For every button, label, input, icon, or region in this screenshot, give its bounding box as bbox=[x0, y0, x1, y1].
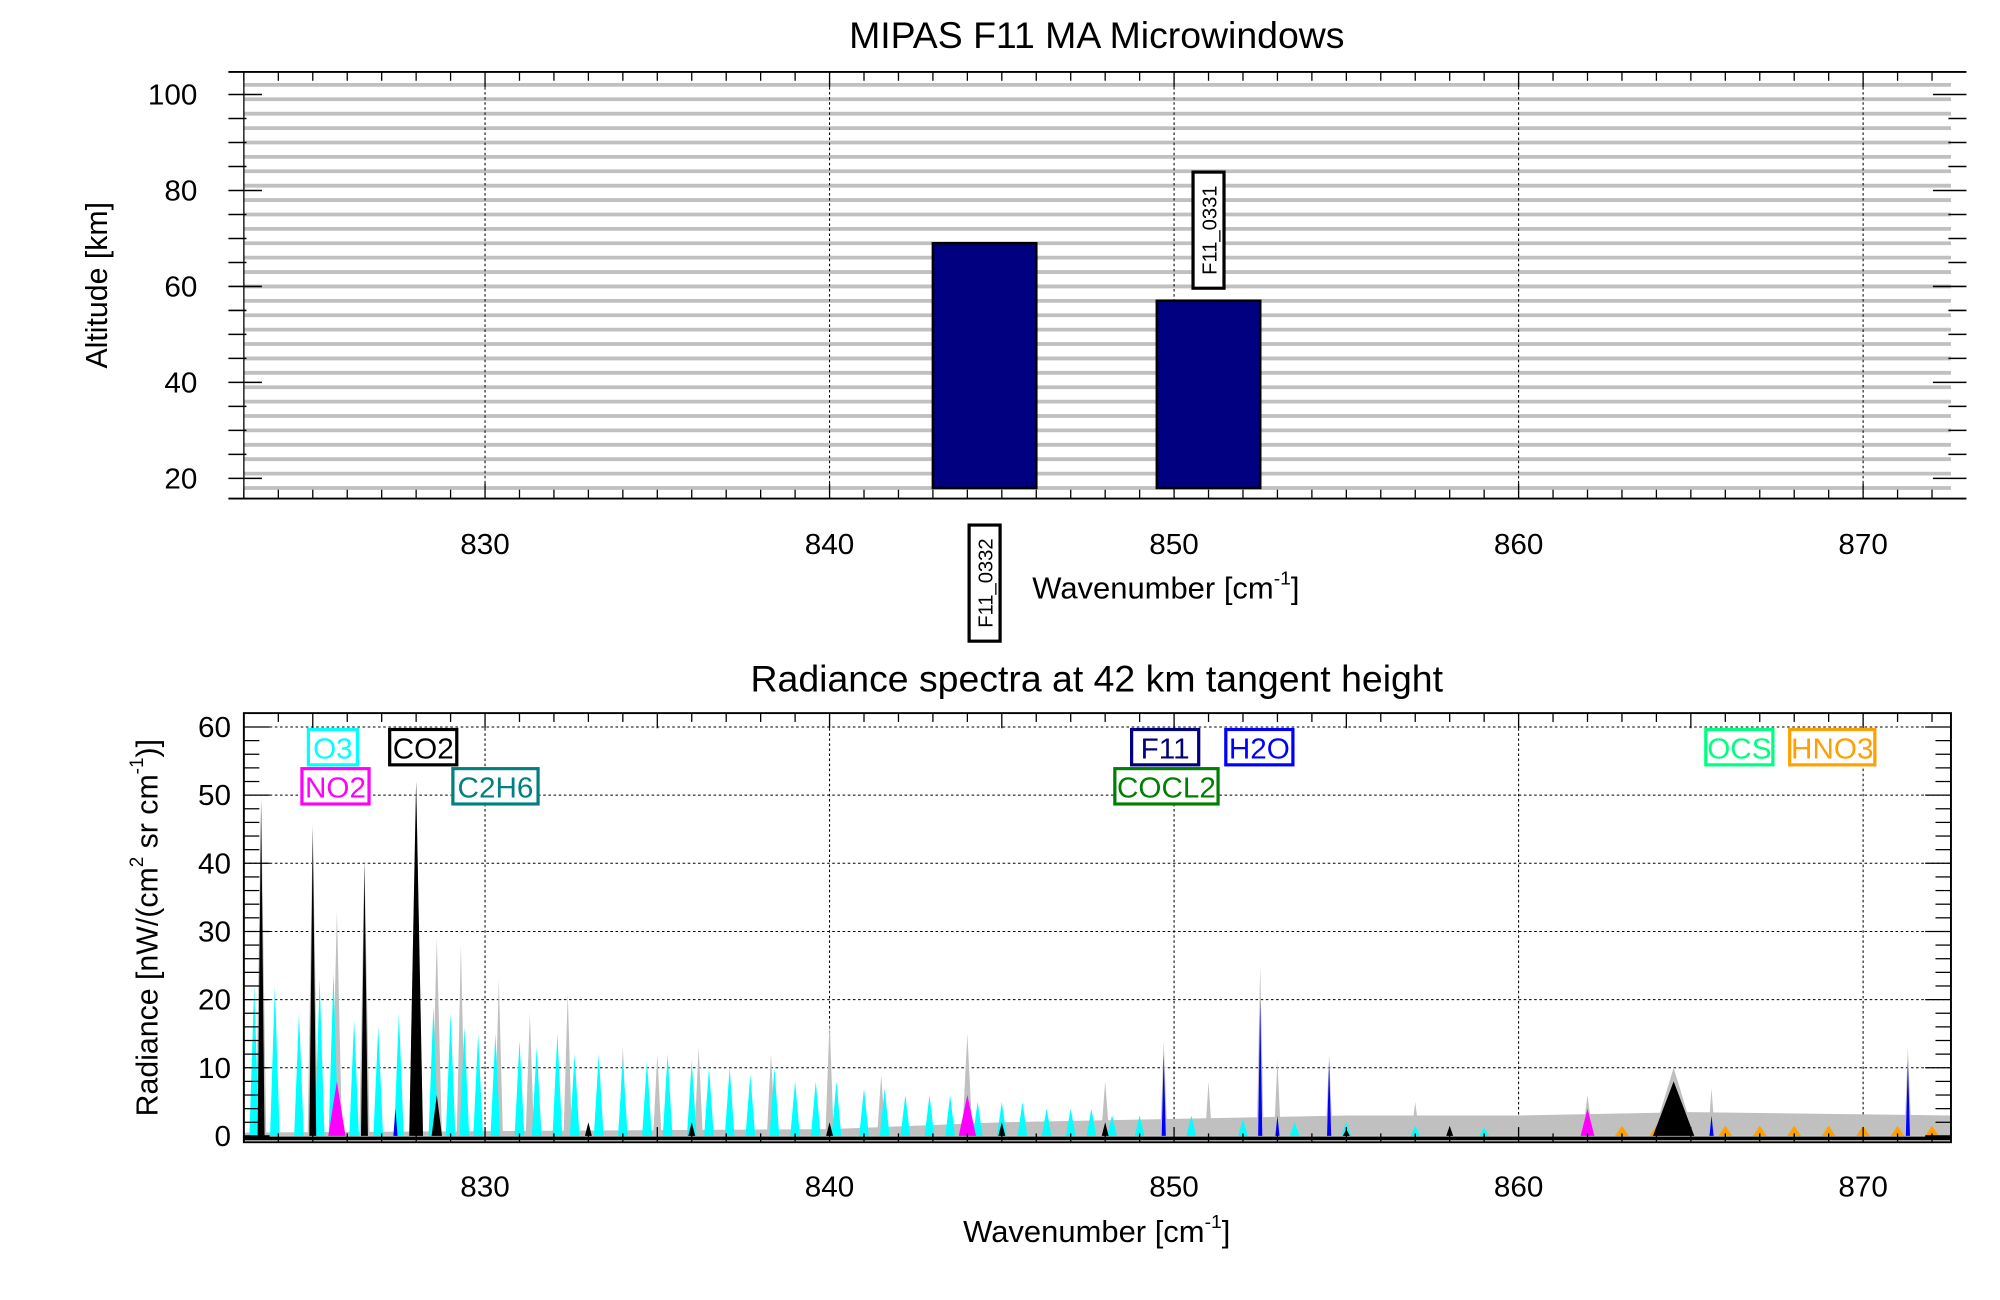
x-tick-label: 870 bbox=[1838, 1171, 1888, 1204]
bottom-y-axis-label-a: Radiance [nW/(cm bbox=[130, 867, 164, 1116]
x-tick-label: 860 bbox=[1494, 528, 1544, 561]
bottom-x-axis-label: Wavenumber [cm-1] bbox=[963, 1212, 1230, 1249]
y-tick-label: 30 bbox=[198, 916, 231, 949]
total-spectrum-peaks bbox=[255, 781, 1912, 1136]
legend-label-co2: CO2 bbox=[393, 733, 454, 766]
plot-frame bbox=[242, 712, 1952, 1144]
legend-box-o3 bbox=[306, 727, 360, 767]
legend-box-h2o bbox=[1224, 727, 1295, 767]
microwindow-label: F11_0332 bbox=[975, 538, 997, 627]
bottom-y-axis-label-sup2: -1 bbox=[127, 757, 148, 774]
legend-label-h2o: H2O bbox=[1229, 733, 1290, 766]
y-tick-label: 20 bbox=[164, 463, 197, 496]
top-x-axis-label-sup: -1 bbox=[1274, 569, 1291, 590]
x-tick-label: 850 bbox=[1149, 528, 1199, 561]
legend-box-ocs bbox=[1704, 727, 1775, 767]
microwindow-label-box bbox=[1191, 170, 1226, 290]
y-tick-label: 60 bbox=[164, 271, 197, 304]
legend-box-cocl2 bbox=[1113, 767, 1220, 806]
top-x-axis-label-end: ] bbox=[1291, 572, 1300, 606]
y-tick-label: 60 bbox=[198, 711, 231, 744]
legend-label-c2h6: C2H6 bbox=[458, 772, 534, 805]
top-chart-title: MIPAS F11 MA Microwindows bbox=[849, 14, 1344, 56]
legend-label-cocl2: COCL2 bbox=[1117, 772, 1216, 805]
x-tick-label: 840 bbox=[805, 528, 855, 561]
bottom-x-axis-label-sup: -1 bbox=[1205, 1212, 1222, 1233]
legend-label-f11: F11 bbox=[1141, 733, 1190, 766]
top-chart: 830 840 850 860 870 20 40 60 80 100 F11_0332 F11_03… bbox=[148, 70, 1967, 643]
x-tick-label: 850 bbox=[1149, 1171, 1199, 1204]
bottom-y-axis-label: Radiance [nW/(cm2 sr cm-1)] bbox=[127, 739, 164, 1116]
bottom-x-axis-label-end: ] bbox=[1222, 1215, 1231, 1249]
y-tick-label: 20 bbox=[198, 984, 231, 1017]
spectrum-co2 bbox=[257, 781, 1695, 1136]
legend-label-hno3: HNO3 bbox=[1791, 733, 1873, 766]
y-tick-label: 10 bbox=[198, 1052, 231, 1085]
bottom-y-axis-label-b: sr cm bbox=[130, 774, 164, 856]
legend-label-no2: NO2 bbox=[305, 772, 366, 805]
bottom-x-axis-label-main: Wavenumber [cm bbox=[963, 1215, 1204, 1249]
y-tick-label: 50 bbox=[198, 780, 231, 813]
x-tick-label: 840 bbox=[805, 1171, 855, 1204]
legend-box-no2 bbox=[300, 767, 371, 806]
total-spectrum-continuum bbox=[243, 1112, 1951, 1136]
y-tick-label: 40 bbox=[164, 367, 197, 400]
bottom-chart-title: Radiance spectra at 42 km tangent height bbox=[751, 658, 1444, 700]
top-x-axis-label: Wavenumber [cm-1] bbox=[1032, 569, 1299, 606]
top-y-axis-label: Altitude [km] bbox=[80, 202, 114, 369]
legend-box-c2h6 bbox=[451, 767, 540, 806]
x-tick-label: 830 bbox=[460, 528, 510, 561]
legend-box-co2 bbox=[388, 727, 459, 767]
x-tick-label: 870 bbox=[1838, 528, 1888, 561]
microwindow-bar bbox=[931, 241, 1038, 490]
microwindow-bar bbox=[1155, 299, 1262, 490]
y-tick-label: 80 bbox=[164, 175, 197, 208]
microwindow-label-box bbox=[967, 523, 1002, 643]
bottom-y-axis-label-c: )] bbox=[130, 739, 164, 758]
legend-box-f11 bbox=[1130, 727, 1201, 767]
legend-box-hno3 bbox=[1788, 727, 1877, 767]
y-tick-label: 40 bbox=[198, 848, 231, 881]
legend-label-ocs: OCS bbox=[1707, 733, 1771, 766]
spectrum-o3 bbox=[249, 972, 1489, 1136]
y-tick-label: 100 bbox=[148, 79, 198, 112]
x-tick-label: 860 bbox=[1494, 1171, 1544, 1204]
top-x-axis-label-main: Wavenumber [cm bbox=[1032, 572, 1273, 606]
y-tick-label: 0 bbox=[214, 1120, 231, 1153]
x-tick-label: 830 bbox=[460, 1171, 510, 1204]
spectrum-no2 bbox=[328, 1081, 1595, 1136]
bottom-chart: 830 840 850 860 870 0 10 20 30 40 50 60 O3 CO2 F11 H2O O… bbox=[198, 711, 1952, 1204]
legend-label-o3: O3 bbox=[313, 733, 353, 766]
bottom-y-axis-label-sup1: 2 bbox=[127, 857, 148, 868]
microwindow-label: F11_0331 bbox=[1199, 185, 1221, 274]
